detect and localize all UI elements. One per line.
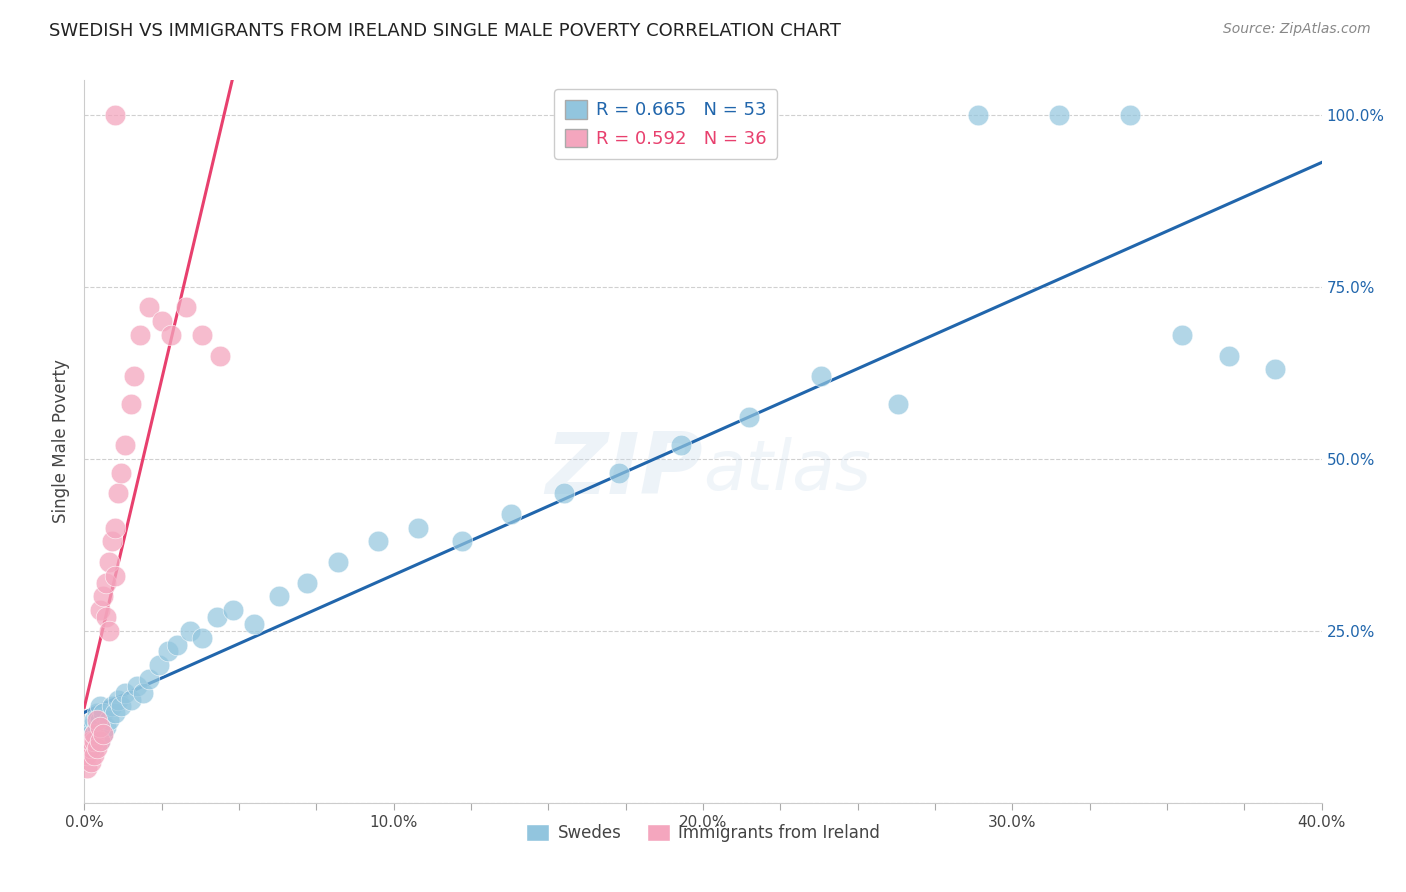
Immigrants from Ireland xyxy=(122,369,145,384)
Swedes xyxy=(967,108,990,122)
Swedes xyxy=(104,706,127,721)
Swedes xyxy=(76,740,98,755)
Swedes xyxy=(83,727,105,741)
Swedes xyxy=(501,507,523,521)
Swedes xyxy=(89,734,111,748)
Y-axis label: Single Male Poverty: Single Male Poverty xyxy=(52,359,70,524)
Swedes xyxy=(450,534,472,549)
Immigrants from Ireland xyxy=(101,534,124,549)
Immigrants from Ireland xyxy=(94,575,117,590)
Swedes xyxy=(222,603,245,617)
Text: ZIP: ZIP xyxy=(546,429,703,512)
Immigrants from Ireland xyxy=(83,734,105,748)
Swedes xyxy=(1171,327,1194,342)
Immigrants from Ireland xyxy=(83,747,105,762)
Immigrants from Ireland xyxy=(120,397,142,411)
Swedes xyxy=(125,679,148,693)
Immigrants from Ireland xyxy=(98,624,121,638)
Immigrants from Ireland xyxy=(176,301,198,315)
Swedes xyxy=(94,720,117,734)
Immigrants from Ireland xyxy=(129,327,152,342)
Immigrants from Ireland xyxy=(83,727,105,741)
Swedes xyxy=(738,410,761,425)
Swedes xyxy=(79,727,101,741)
Swedes xyxy=(101,699,124,714)
Immigrants from Ireland xyxy=(76,761,98,775)
Swedes xyxy=(269,590,291,604)
Swedes xyxy=(1264,362,1286,376)
Swedes xyxy=(86,706,108,721)
Immigrants from Ireland xyxy=(160,327,183,342)
Swedes xyxy=(207,610,229,624)
Swedes xyxy=(367,534,389,549)
Immigrants from Ireland xyxy=(86,740,108,755)
Immigrants from Ireland xyxy=(98,555,121,569)
Swedes xyxy=(1047,108,1070,122)
Swedes xyxy=(79,720,101,734)
Swedes xyxy=(148,658,170,673)
Immigrants from Ireland xyxy=(79,740,101,755)
Swedes xyxy=(671,438,693,452)
Immigrants from Ireland xyxy=(91,590,114,604)
Swedes xyxy=(156,644,179,658)
Immigrants from Ireland xyxy=(114,438,136,452)
Swedes xyxy=(810,369,832,384)
Text: atlas: atlas xyxy=(703,437,870,504)
Immigrants from Ireland xyxy=(76,740,98,755)
Immigrants from Ireland xyxy=(104,568,127,582)
Immigrants from Ireland xyxy=(91,727,114,741)
Swedes xyxy=(132,686,155,700)
Swedes xyxy=(295,575,318,590)
Immigrants from Ireland xyxy=(89,720,111,734)
Immigrants from Ireland xyxy=(104,520,127,534)
Swedes xyxy=(1218,349,1240,363)
Immigrants from Ireland xyxy=(150,314,173,328)
Legend: Swedes, Immigrants from Ireland: Swedes, Immigrants from Ireland xyxy=(519,817,887,848)
Immigrants from Ireland xyxy=(107,486,129,500)
Swedes xyxy=(91,727,114,741)
Immigrants from Ireland xyxy=(89,603,111,617)
Immigrants from Ireland xyxy=(89,734,111,748)
Swedes xyxy=(179,624,201,638)
Swedes xyxy=(110,699,132,714)
Swedes xyxy=(408,520,430,534)
Swedes xyxy=(91,706,114,721)
Text: Source: ZipAtlas.com: Source: ZipAtlas.com xyxy=(1223,22,1371,37)
Swedes xyxy=(138,672,160,686)
Swedes xyxy=(83,713,105,727)
Swedes xyxy=(1119,108,1142,122)
Swedes xyxy=(887,397,910,411)
Swedes xyxy=(166,638,188,652)
Swedes xyxy=(114,686,136,700)
Swedes xyxy=(76,727,98,741)
Swedes xyxy=(609,466,631,480)
Swedes xyxy=(89,699,111,714)
Swedes xyxy=(98,713,121,727)
Swedes xyxy=(89,713,111,727)
Immigrants from Ireland xyxy=(138,301,160,315)
Immigrants from Ireland xyxy=(79,734,101,748)
Text: SWEDISH VS IMMIGRANTS FROM IRELAND SINGLE MALE POVERTY CORRELATION CHART: SWEDISH VS IMMIGRANTS FROM IRELAND SINGL… xyxy=(49,22,841,40)
Swedes xyxy=(243,616,266,631)
Immigrants from Ireland xyxy=(209,349,232,363)
Immigrants from Ireland xyxy=(79,755,101,769)
Swedes xyxy=(86,720,108,734)
Immigrants from Ireland xyxy=(104,108,127,122)
Swedes xyxy=(107,692,129,706)
Swedes xyxy=(553,486,575,500)
Immigrants from Ireland xyxy=(86,713,108,727)
Immigrants from Ireland xyxy=(94,610,117,624)
Immigrants from Ireland xyxy=(191,327,214,342)
Swedes xyxy=(120,692,142,706)
Swedes xyxy=(83,740,105,755)
Swedes xyxy=(191,631,214,645)
Swedes xyxy=(79,734,101,748)
Immigrants from Ireland xyxy=(110,466,132,480)
Swedes xyxy=(326,555,349,569)
Immigrants from Ireland xyxy=(76,747,98,762)
